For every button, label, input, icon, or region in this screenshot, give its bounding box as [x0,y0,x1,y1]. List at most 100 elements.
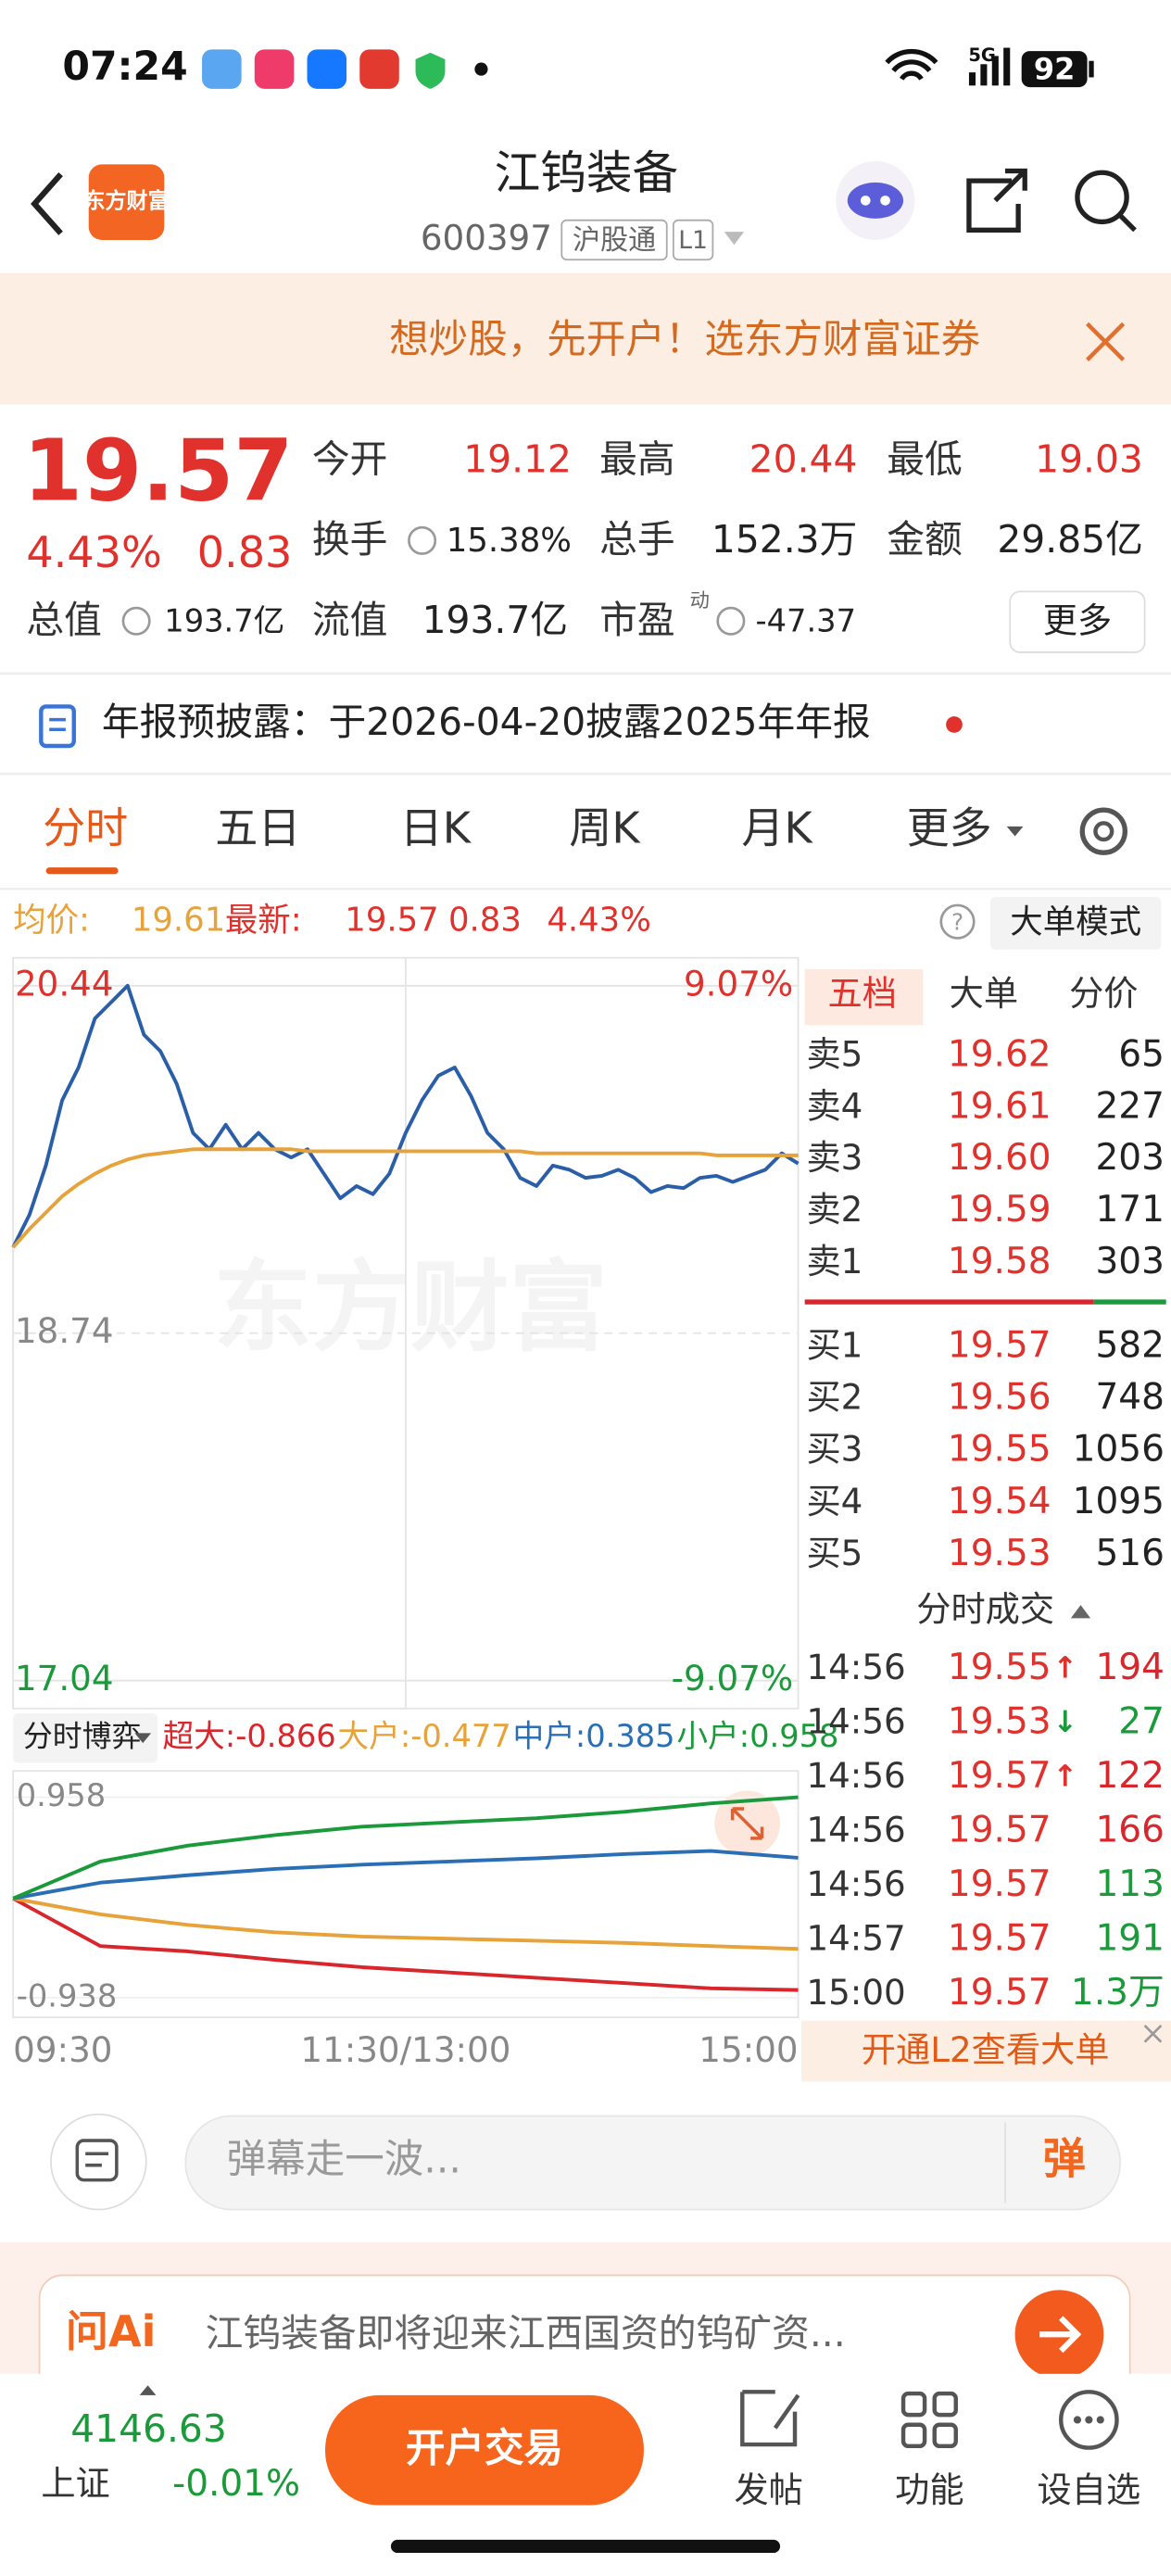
book-name: 买2 [806,1377,863,1418]
l2-bar[interactable] [801,2020,1171,2082]
l2-close[interactable] [1143,2025,1163,2043]
series-line [12,1849,799,1900]
field-label: 总值 [26,598,102,642]
info-icon [716,606,746,636]
banner[interactable] [0,272,1171,405]
field-label: 最低 [887,436,963,481]
banner-text: 想炒股，先开户！选东方财富证券 [389,317,980,362]
trade-volume: 1.3万 [1071,1972,1165,2014]
index-toggle[interactable] [139,2385,157,2395]
series-line [11,983,800,1248]
field-value: -47.37 [755,603,856,639]
trade-price: 19.53 [948,1700,1051,1742]
bottom-icons[interactable] [740,2390,1119,2450]
trades-title: 分时成交 [916,1589,1054,1630]
book-name: 卖3 [806,1137,863,1178]
series-line [12,1897,799,1992]
book-volume: 582 [1095,1324,1164,1366]
index-value: 4146.63 [70,2406,227,2451]
trade-arrow: ↑ [1052,1649,1077,1685]
trade-volume: 191 [1095,1917,1164,1959]
book-price: 19.58 [948,1241,1051,1282]
level-box [672,219,714,261]
trade-arrow: ↑ [1052,1758,1077,1793]
book-name: 卖2 [806,1189,863,1230]
l2-text: 开通L2查看大单 [862,2029,1110,2070]
nav-label: 发帖 [734,2469,802,2510]
stock-code: 600397 [421,217,552,258]
book-tab: 大单 [950,973,1018,1014]
x-tick-label: 09:30 [13,2029,112,2070]
tab: 日K [400,803,472,853]
book-divider-ask [804,1299,1094,1305]
settings-icon[interactable] [1079,807,1128,855]
book-volume: 227 [1095,1085,1164,1127]
last-label: 最新: [225,902,302,940]
help-icon[interactable]: ? [939,903,976,940]
book-price: 19.56 [948,1377,1051,1419]
book-tab: 分价 [1069,973,1138,1014]
book-volume: 748 [1095,1377,1164,1419]
comment-input[interactable] [184,2115,1121,2211]
legend-entry: 超大:-0.866 [163,1718,336,1754]
series-line [11,1147,799,1249]
tab: 更多 [907,803,992,853]
ai-arrow [1039,2316,1082,2354]
logo: 东方财富 [83,189,169,214]
trade-time: 14:56 [806,1700,905,1741]
book-tab-active[interactable] [804,969,924,1026]
expand-icon[interactable] [714,1790,781,1857]
flow-selector[interactable] [13,1713,158,1763]
banner-close[interactable] [1086,322,1126,361]
flow-frame [12,1770,800,2019]
book-volume: 1056 [1073,1429,1165,1471]
field-value: 152.3万 [711,517,857,562]
info-change-pct: 4.43% [547,902,651,940]
book-volume: 1095 [1073,1481,1165,1522]
x-tick-label: 11:30/13:00 [300,2029,510,2070]
book-price: 19.55 [948,1429,1051,1471]
header-icons[interactable] [31,160,1137,246]
trade-time: 14:56 [806,1647,905,1687]
mode-button[interactable] [989,897,1162,950]
book-name: 卖4 [806,1085,863,1126]
tab: 分时 [43,803,128,853]
change: 0.83 [197,527,293,577]
legend-entry: 小户:0.958 [676,1718,838,1754]
trade-time: 14:57 [806,1917,905,1958]
flow-title: 分时博弈 [23,1719,142,1754]
more-label: 更多 [1043,600,1112,641]
comment-icon[interactable] [50,2113,147,2211]
price: 19.57 [23,421,294,521]
trade-button[interactable] [325,2394,644,2506]
field-label: 流值 [312,598,388,642]
trade-price: 19.57 [948,1755,1051,1797]
avg-value: 19.61 [132,902,225,940]
collapse-icon[interactable] [1070,1605,1091,1619]
book-price: 19.54 [948,1481,1051,1522]
field-value: 15.38% [447,522,572,560]
info-icon [121,606,151,636]
y-tick-label: 17.04 [15,1658,114,1698]
field-label: 最高 [599,436,675,481]
y2-tick-label: 9.07% [684,963,793,1004]
book-name: 卖1 [806,1241,863,1282]
book-name: 买1 [806,1324,863,1365]
field-label: 总手 [599,517,675,562]
trade-volume: 113 [1095,1863,1164,1905]
more-button[interactable] [1009,590,1146,653]
tab: 五日 [215,803,300,853]
last-value: 19.57 [345,902,438,940]
trade-price: 19.55 [948,1647,1051,1688]
trade-price: 19.57 [948,1809,1051,1850]
trade-volume: 27 [1118,1700,1165,1742]
book-name: 卖5 [806,1034,863,1075]
svg-text:?: ? [951,908,963,935]
book-divider-bid [1093,1299,1166,1305]
separator [0,672,1171,890]
book-volume: 171 [1095,1189,1164,1231]
series-line [12,1795,799,1900]
field-value: 19.03 [1035,436,1143,481]
change-pct: 4.43% [26,527,161,577]
nav-label: 设自选 [1038,2469,1141,2510]
